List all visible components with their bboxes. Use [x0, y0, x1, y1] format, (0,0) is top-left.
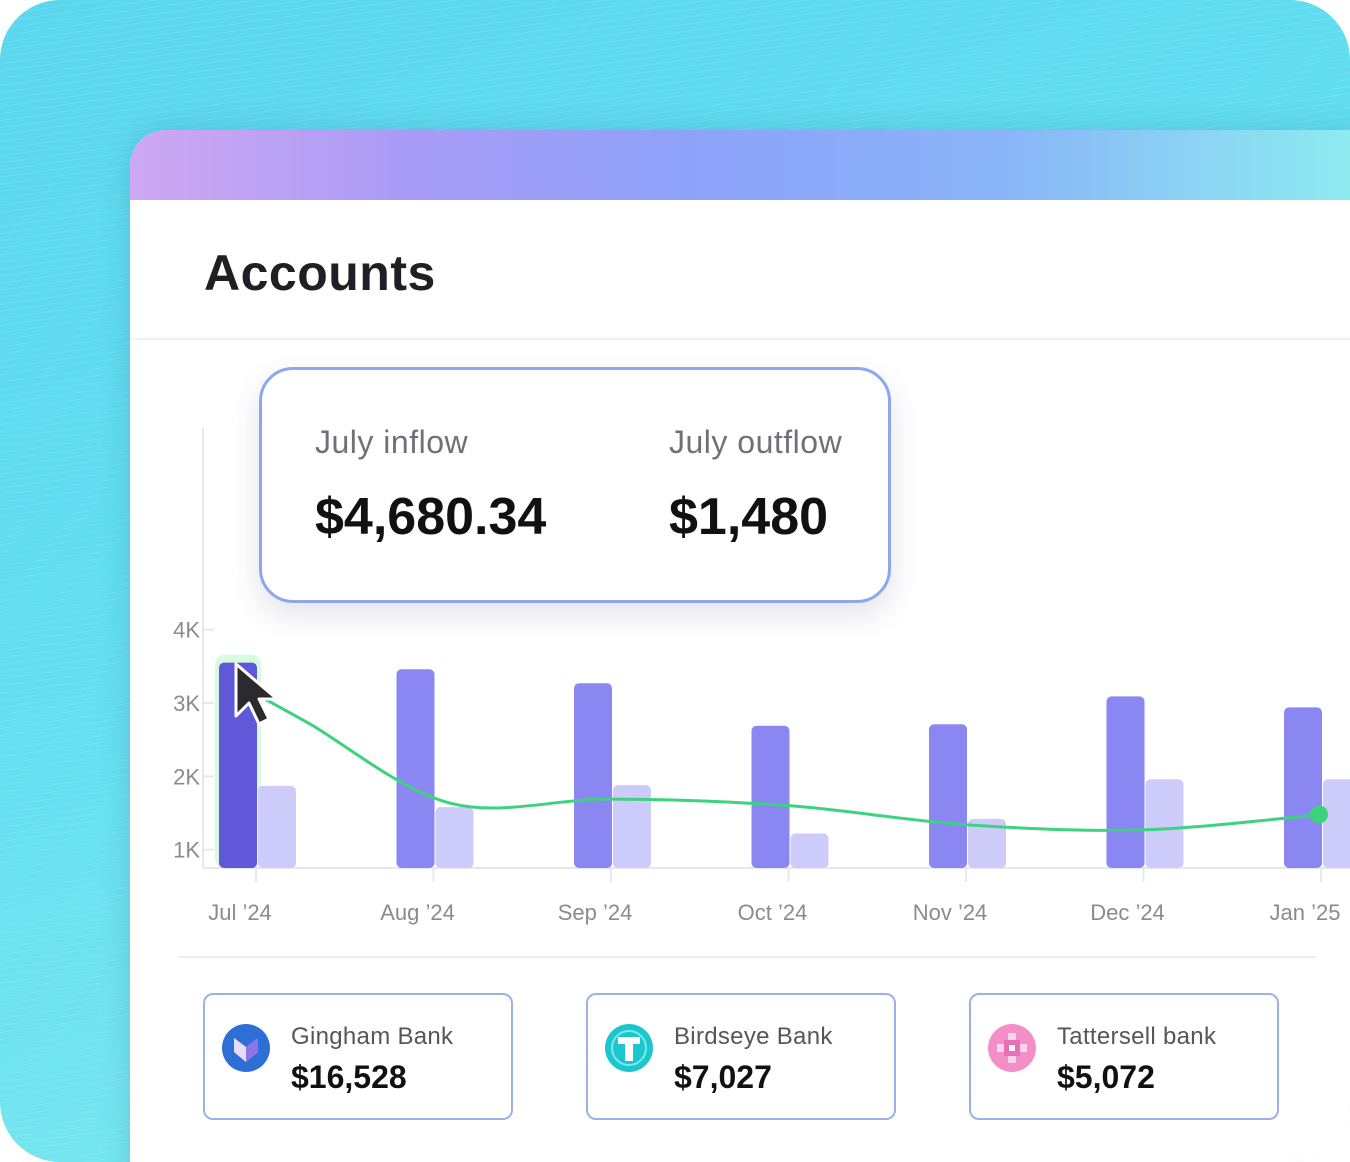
bank-balance: $7,027	[674, 1059, 772, 1095]
inflow-bar	[574, 683, 612, 868]
balance-line-endpoint	[1310, 805, 1328, 824]
outflow-bar	[1145, 779, 1184, 868]
tattersell-logo-icon	[988, 1024, 1036, 1072]
panel-gradient-band	[130, 130, 1350, 200]
x-tick-label: Nov ’24	[913, 900, 988, 925]
bank-card-gingham[interactable]: Gingham Bank $16,528	[203, 993, 513, 1120]
outflow-value: $1,480	[669, 488, 829, 546]
mouse-pointer-icon	[234, 662, 279, 726]
x-tick-label: Jan ’25	[1270, 900, 1341, 925]
outflow-label: July outflow	[669, 424, 843, 460]
bank-card-tattersell[interactable]: Tattersell bank $5,072	[969, 993, 1279, 1120]
y-tick-label: 4K	[173, 618, 200, 643]
inflow-bar	[396, 669, 435, 868]
inflow-label: July inflow	[315, 424, 469, 460]
y-tick-label: 3K	[173, 691, 200, 716]
july-summary-tooltip: July inflow $4,680.34 July outflow $1,48…	[259, 367, 891, 603]
x-tick-label: Aug ’24	[380, 900, 455, 925]
page-title: Accounts	[204, 245, 436, 301]
birdseye-logo-icon	[605, 1024, 653, 1072]
outflow-bar	[435, 807, 474, 868]
accounts-panel: Accounts	[130, 130, 1350, 1162]
balance-line	[255, 692, 1322, 832]
inflow-bar	[929, 724, 967, 868]
y-tick-label: 1K	[173, 838, 200, 863]
inflow-bar	[219, 662, 257, 868]
outflow-bar	[790, 833, 829, 868]
x-tick-label: Dec ’24	[1090, 900, 1165, 925]
x-tick-label: Jul ’24	[208, 900, 272, 925]
bank-name: Tattersell bank	[1057, 1023, 1217, 1050]
inflow-block: July inflow $4,680.34	[315, 424, 546, 547]
outflow-bar	[968, 818, 1006, 868]
y-tick-label: 2K	[173, 764, 200, 789]
outflow-bar	[613, 785, 651, 868]
bank-balance: $16,528	[291, 1059, 407, 1095]
inflow-bar	[751, 725, 790, 868]
bank-card-birdseye[interactable]: Birdseye Bank $7,027	[586, 993, 896, 1120]
outflow-bar	[258, 785, 296, 868]
inflow-bar	[1284, 707, 1322, 868]
inflow-value: $4,680.34	[315, 488, 547, 546]
bank-balance: $5,072	[1057, 1059, 1155, 1095]
bank-name: Birdseye Bank	[674, 1023, 833, 1050]
outflow-block: July outflow $1,480	[669, 424, 842, 547]
bank-name: Gingham Bank	[291, 1023, 454, 1050]
panel-header: Accounts	[130, 200, 1350, 340]
outflow-bar	[1323, 779, 1350, 868]
x-tick-label: Sep ’24	[558, 900, 633, 925]
x-tick-label: Oct ’24	[738, 900, 808, 925]
gingham-logo-icon	[222, 1024, 270, 1072]
inflow-bar	[1106, 696, 1145, 868]
section-divider	[178, 956, 1316, 958]
